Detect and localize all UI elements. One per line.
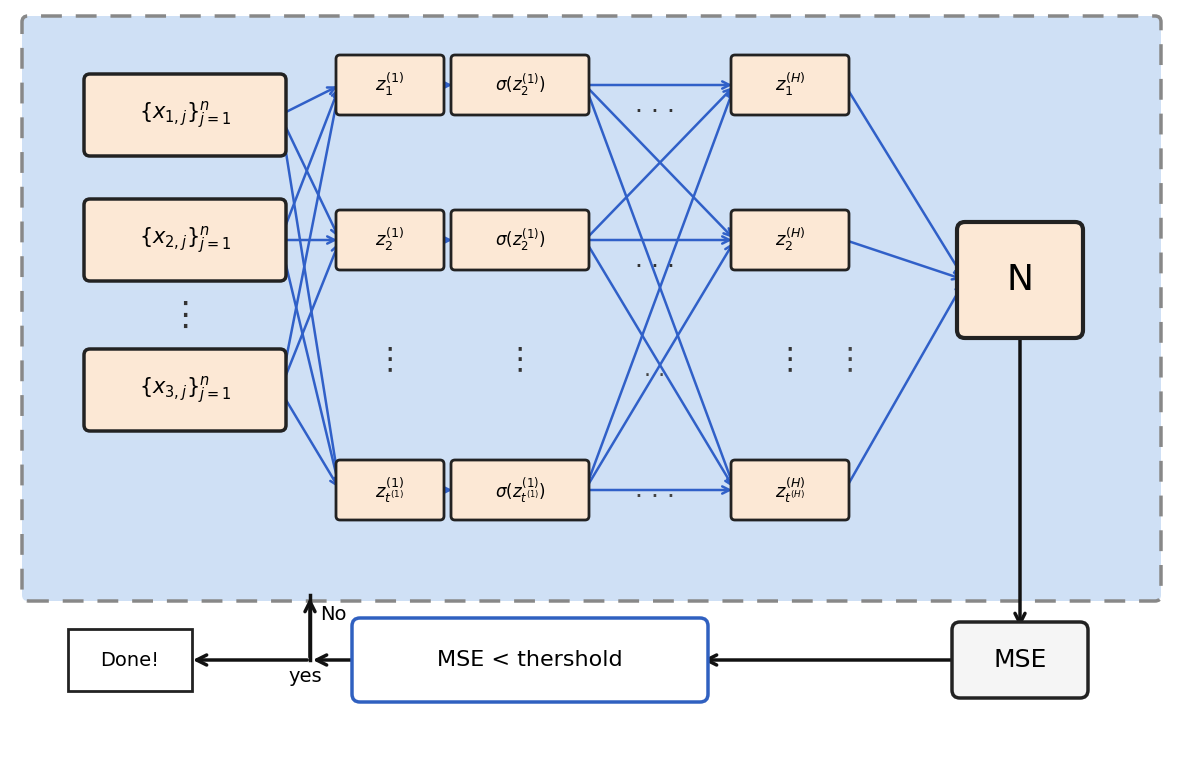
FancyBboxPatch shape bbox=[84, 74, 286, 156]
FancyBboxPatch shape bbox=[352, 618, 708, 702]
Text: $z_2^{(H)}$: $z_2^{(H)}$ bbox=[775, 226, 806, 253]
FancyBboxPatch shape bbox=[84, 199, 286, 281]
Text: N: N bbox=[1007, 263, 1033, 297]
Text: $\{x_{2,j}\}_{j=1}^{n}$: $\{x_{2,j}\}_{j=1}^{n}$ bbox=[139, 224, 231, 256]
Text: . . .: . . . bbox=[635, 248, 675, 272]
Text: yes: yes bbox=[288, 667, 321, 686]
Text: No: No bbox=[320, 606, 346, 624]
Text: $z_{t^{(H)}}^{(H)}$: $z_{t^{(H)}}^{(H)}$ bbox=[775, 475, 806, 505]
FancyBboxPatch shape bbox=[952, 622, 1088, 698]
Text: Done!: Done! bbox=[100, 650, 159, 669]
FancyBboxPatch shape bbox=[731, 210, 848, 270]
Text: $z_{t^{(1)}}^{(1)}$: $z_{t^{(1)}}^{(1)}$ bbox=[376, 475, 405, 505]
FancyBboxPatch shape bbox=[336, 55, 444, 115]
Text: ⋮: ⋮ bbox=[834, 346, 865, 375]
Text: $z_1^{(H)}$: $z_1^{(H)}$ bbox=[775, 71, 806, 99]
Text: $\sigma(z_2^{(1)})$: $\sigma(z_2^{(1)})$ bbox=[495, 72, 545, 99]
Text: $\sigma(z_{t^{(1)}}^{(1)})$: $\sigma(z_{t^{(1)}}^{(1)})$ bbox=[495, 475, 545, 505]
Text: $\{x_{3,j}\}_{j=1}^{n}$: $\{x_{3,j}\}_{j=1}^{n}$ bbox=[139, 374, 231, 405]
Text: $z_1^{(1)}$: $z_1^{(1)}$ bbox=[376, 71, 405, 99]
Text: MSE < thershold: MSE < thershold bbox=[437, 650, 622, 670]
Text: $\{x_{1,j}\}_{j=1}^{n}$: $\{x_{1,j}\}_{j=1}^{n}$ bbox=[139, 99, 231, 131]
Text: ⋮: ⋮ bbox=[775, 346, 806, 375]
FancyBboxPatch shape bbox=[451, 460, 589, 520]
FancyBboxPatch shape bbox=[731, 460, 848, 520]
FancyBboxPatch shape bbox=[451, 210, 589, 270]
Text: . . .: . . . bbox=[635, 478, 675, 502]
Text: . . .: . . . bbox=[635, 93, 675, 117]
FancyBboxPatch shape bbox=[21, 16, 1161, 601]
FancyBboxPatch shape bbox=[451, 55, 589, 115]
FancyBboxPatch shape bbox=[336, 460, 444, 520]
Text: $z_2^{(1)}$: $z_2^{(1)}$ bbox=[376, 226, 405, 253]
FancyBboxPatch shape bbox=[731, 55, 848, 115]
Text: ⋮: ⋮ bbox=[505, 346, 536, 375]
Text: MSE: MSE bbox=[994, 648, 1047, 672]
FancyBboxPatch shape bbox=[68, 629, 192, 691]
Text: $\sigma(z_2^{(1)})$: $\sigma(z_2^{(1)})$ bbox=[495, 226, 545, 253]
Text: . .: . . bbox=[645, 360, 665, 380]
Text: ⋮: ⋮ bbox=[168, 298, 201, 331]
FancyBboxPatch shape bbox=[84, 349, 286, 431]
Text: ⋮: ⋮ bbox=[375, 346, 406, 375]
FancyBboxPatch shape bbox=[957, 222, 1083, 338]
FancyBboxPatch shape bbox=[336, 210, 444, 270]
